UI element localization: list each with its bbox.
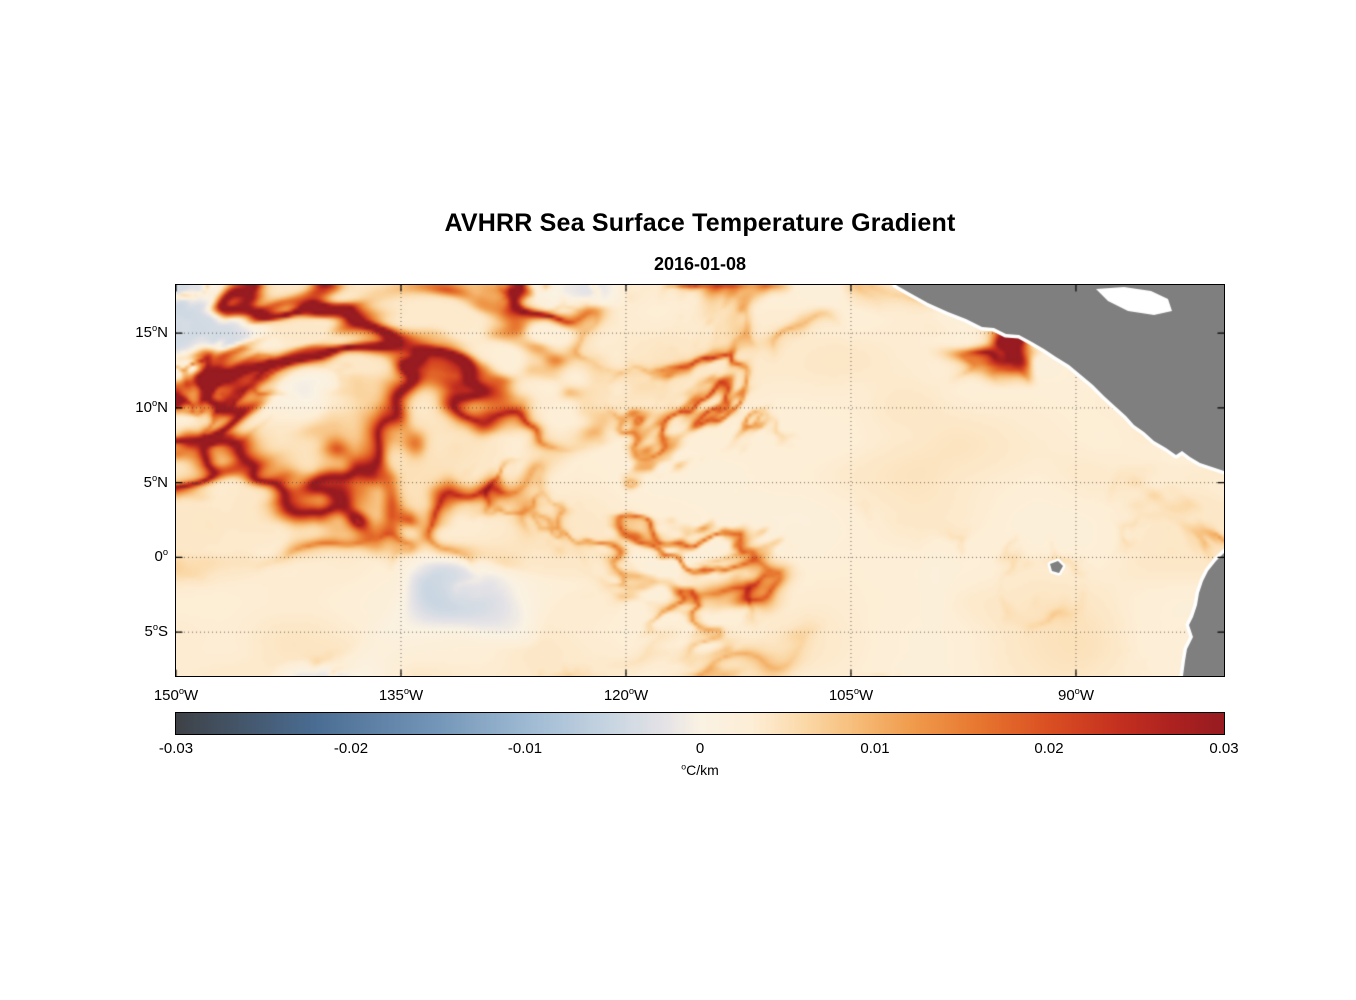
degree-superscript: o [628, 686, 635, 696]
colorbar-tick-label: -0.01 [507, 740, 543, 757]
tick-hemisphere: W [1079, 687, 1095, 704]
degree-superscript: o [151, 398, 158, 408]
colorbar-tick-label: 0.03 [1209, 740, 1239, 757]
tick-hemisphere: S [157, 623, 168, 640]
degree-superscript: o [1074, 686, 1080, 696]
colorbar [175, 712, 1225, 735]
y-axis-tick-label: 5oS [144, 621, 168, 643]
degree-superscript: o [152, 622, 158, 632]
x-axis-tick-label: 150oW [131, 686, 221, 704]
tick-hemisphere: N [157, 474, 168, 491]
colorbar-tick-label: 0.02 [1034, 740, 1064, 757]
colorbar-tick-label: 0 [695, 740, 705, 757]
colorbar-tick-label: 0.01 [860, 740, 890, 757]
tick-value: 5 [143, 474, 152, 491]
tick-hemisphere: W [634, 687, 649, 704]
chart-date: 2016-01-08 [653, 254, 747, 274]
tick-value: 5 [144, 623, 153, 640]
degree-superscript: o [151, 323, 158, 333]
x-axis-tick-label: 120oW [581, 686, 671, 704]
tick-hemisphere: N [157, 399, 168, 416]
colorbar-canvas [176, 713, 1224, 734]
tick-value: 0 [154, 548, 163, 565]
colorbar-tick-label: -0.03 [158, 740, 194, 757]
degree-superscript: o [853, 686, 860, 696]
tick-hemisphere: N [157, 324, 168, 341]
chart-title: AVHRR Sea Surface Temperature Gradient [444, 209, 956, 237]
tick-value: 90 [1057, 687, 1075, 704]
colorbar-tick-label: -0.02 [333, 740, 369, 757]
map-plot-area [175, 284, 1225, 677]
x-axis-tick-label: 105oW [806, 686, 896, 704]
tick-value: 15 [135, 324, 152, 341]
x-axis-tick-label: 90oW [1031, 686, 1121, 704]
degree-superscript: o [151, 473, 158, 483]
map-canvas [176, 285, 1224, 676]
degree-superscript: o [681, 761, 687, 772]
x-axis-tick-label: 135oW [356, 686, 446, 704]
tick-value: 120 [603, 687, 629, 704]
degree-superscript: o [403, 686, 410, 696]
degree-superscript: o [162, 547, 168, 557]
tick-hemisphere: W [409, 687, 424, 704]
y-axis-tick-label: 10oN [135, 397, 168, 419]
degree-superscript: o [178, 686, 185, 696]
tick-hemisphere: W [859, 687, 874, 704]
tick-value: 105 [828, 687, 854, 704]
y-axis-tick-label: 15oN [135, 322, 168, 344]
unit-text: C/km [686, 762, 719, 778]
tick-value: 135 [378, 687, 404, 704]
tick-value: 150 [153, 687, 179, 704]
colorbar-unit-label: oC/km [176, 762, 1224, 778]
y-axis-tick-label: 0o [154, 546, 168, 568]
y-axis-tick-label: 5oN [144, 472, 168, 494]
tick-value: 10 [135, 399, 152, 416]
tick-hemisphere: W [184, 687, 199, 704]
